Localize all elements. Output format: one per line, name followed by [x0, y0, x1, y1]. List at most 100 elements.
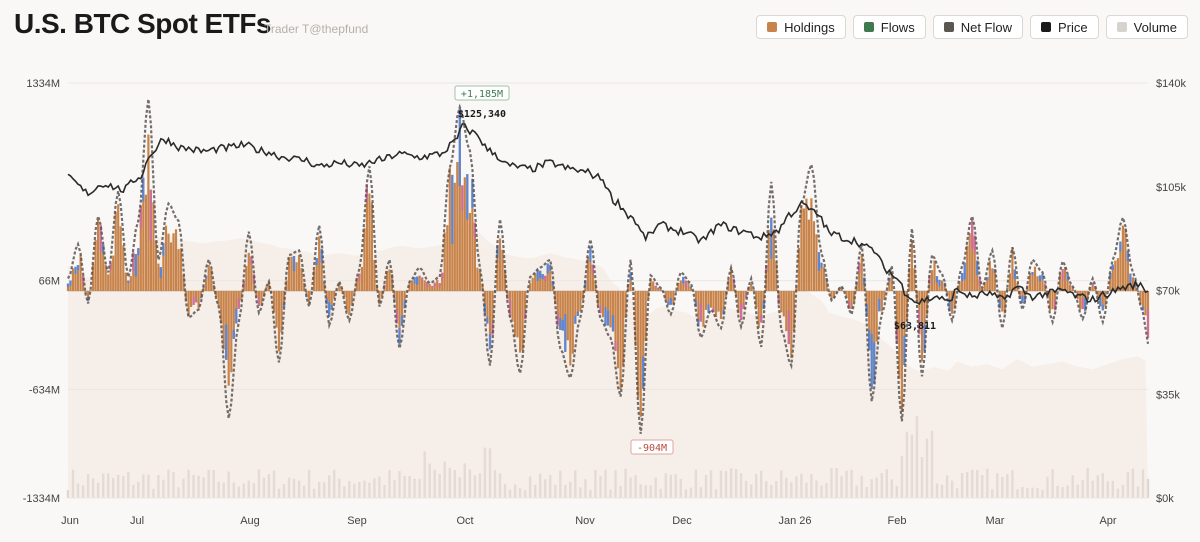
volume-bar [599, 476, 602, 498]
flow-bar [157, 263, 160, 291]
volume-bar [353, 483, 356, 498]
flow-bar [456, 162, 459, 291]
flow-bar [92, 263, 95, 291]
flow-bar [498, 238, 502, 291]
flow-bar [207, 265, 210, 291]
legend-flows-button[interactable]: Flows [852, 15, 926, 39]
flow-bar [491, 291, 494, 335]
flow-bar [885, 290, 888, 291]
volume-bar [1021, 487, 1024, 498]
flow-bar [903, 291, 906, 366]
flow-bar [873, 291, 876, 384]
volume-bar [865, 487, 868, 498]
volume-bar [413, 478, 416, 498]
volume-bar [544, 479, 547, 498]
volume-bar [584, 479, 587, 498]
flow-bar [785, 291, 788, 332]
flow-bar [730, 268, 733, 291]
volume-bar [534, 484, 537, 498]
volume-bar [634, 475, 637, 498]
volume-bar [810, 474, 813, 498]
flow-bar-segment [491, 322, 494, 335]
flow-bar [541, 274, 544, 291]
volume-bar [1051, 469, 1054, 498]
flow-bar [714, 291, 718, 317]
flow-bar [461, 185, 464, 291]
flow-bar-segment [282, 303, 286, 308]
flow-bar [574, 291, 577, 324]
legend-price-button[interactable]: Price [1030, 15, 1099, 39]
flow-bar [639, 291, 642, 417]
flow-bar-segment [740, 302, 743, 321]
flow-bar [76, 265, 80, 291]
flow-bar [569, 291, 572, 366]
flow-bar [66, 283, 70, 291]
volume-bar [955, 488, 959, 498]
volume-bar [197, 475, 200, 498]
volume-bar [1081, 480, 1084, 498]
flow-bar-segment [137, 248, 140, 256]
x-axis-tick-label: Dec [672, 515, 692, 527]
flow-bar-segment [699, 303, 702, 322]
flow-bar-segment [441, 272, 444, 280]
volume-bar [343, 486, 346, 498]
flow-bar [571, 291, 574, 354]
volume-bar [102, 473, 105, 498]
flow-bar [400, 291, 404, 326]
volume-bar [122, 476, 125, 498]
legend-volume-button[interactable]: Volume [1105, 15, 1188, 39]
flow-bar [468, 213, 471, 291]
legend-holdings-button[interactable]: Holdings [756, 15, 846, 39]
volume-bar [368, 482, 371, 498]
legend-net-flow-button[interactable]: Net Flow [932, 15, 1023, 39]
flow-bar-segment [74, 266, 77, 275]
flow-bar [1033, 266, 1037, 291]
flow-bar [365, 184, 368, 291]
flow-bar [529, 283, 532, 291]
x-axis-tick-label: Sep [347, 515, 367, 527]
volume-bar [86, 474, 90, 498]
flow-bar-segment [328, 302, 331, 317]
volume-bar [940, 484, 944, 498]
volume-bar [91, 478, 95, 498]
volume-bar [363, 480, 366, 498]
flow-bar [1116, 258, 1119, 291]
volume-bar [182, 478, 185, 498]
flow-bar [614, 291, 617, 351]
volume-bar [222, 482, 225, 498]
flow-bar [539, 270, 542, 291]
flow-bar [1144, 291, 1147, 316]
flow-bar-segment [416, 276, 419, 285]
volume-bar [679, 479, 682, 498]
flow-bar [832, 291, 836, 298]
flow-bar [353, 291, 356, 294]
volume-bar [142, 474, 145, 498]
volume-bar [805, 482, 808, 498]
volume-bar [403, 476, 406, 498]
volume-bar [1086, 468, 1089, 498]
flow-bar [549, 264, 552, 291]
flow-bar [810, 198, 813, 291]
volume-bar [860, 475, 863, 498]
flows-swatch-icon [863, 22, 874, 32]
flow-bar [1071, 286, 1074, 291]
volume-bar [433, 469, 436, 498]
flow-bar [883, 291, 886, 300]
volume-bar [513, 484, 517, 498]
flow-bar [373, 259, 376, 291]
volume-bar [468, 469, 472, 498]
volume-bar [669, 474, 672, 498]
flow-bar [689, 286, 692, 291]
flow-bar-segment [873, 342, 876, 384]
flow-bar-segment [895, 328, 898, 344]
volume-bar [579, 487, 582, 498]
flow-bar-segment [684, 280, 687, 288]
flow-bar-segment [976, 260, 979, 275]
volume-bar [594, 469, 597, 498]
flow-bar [664, 291, 667, 301]
right-axis-tick-label: $0k [1156, 493, 1174, 505]
min-flow-badge [630, 439, 674, 455]
volume-bar [1116, 488, 1120, 498]
volume-bar [659, 488, 662, 498]
volume-bar [498, 473, 502, 498]
